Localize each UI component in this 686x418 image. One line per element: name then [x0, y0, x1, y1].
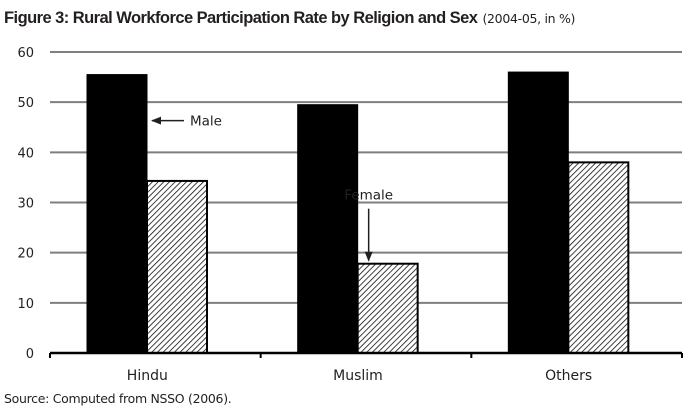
bar-others-male — [507, 71, 569, 354]
chart-title: Figure 3: Rural Workforce Participation … — [4, 8, 575, 29]
y-tick-label: 10 — [17, 297, 34, 312]
bar-muslim-female — [356, 262, 419, 355]
x-axis-ticks: Hindu Muslim Others — [127, 368, 592, 384]
y-tick-label: 60 — [17, 46, 34, 61]
y-tick-label: 30 — [17, 197, 34, 212]
source-note: Source: Computed from NSSO (2006). — [4, 391, 232, 406]
bar-others-female — [567, 161, 630, 354]
chart-title-main: Figure 3: Rural Workforce Participation … — [4, 9, 478, 27]
annotation-label-female: Female — [344, 188, 393, 204]
x-tick-label: Muslim — [333, 368, 383, 384]
y-tick-label: 20 — [17, 247, 34, 262]
bars — [86, 71, 630, 355]
bar-hindu-female — [146, 179, 208, 354]
bar-muslim-male — [297, 104, 359, 354]
annotations: Male Female — [151, 114, 393, 262]
y-tick-label: 50 — [17, 96, 34, 111]
y-axis-ticks: 0 10 20 30 40 50 60 — [17, 46, 34, 362]
x-axis — [49, 351, 683, 358]
y-tick-label: 40 — [17, 146, 34, 161]
x-tick-label: Hindu — [127, 368, 168, 384]
y-tick-label: 0 — [26, 347, 34, 362]
chart-title-sub: (2004-05, in %) — [482, 11, 576, 26]
annotation-label-male: Male — [190, 114, 222, 130]
bar-hindu-male — [86, 74, 148, 354]
x-tick-label: Others — [545, 368, 592, 384]
